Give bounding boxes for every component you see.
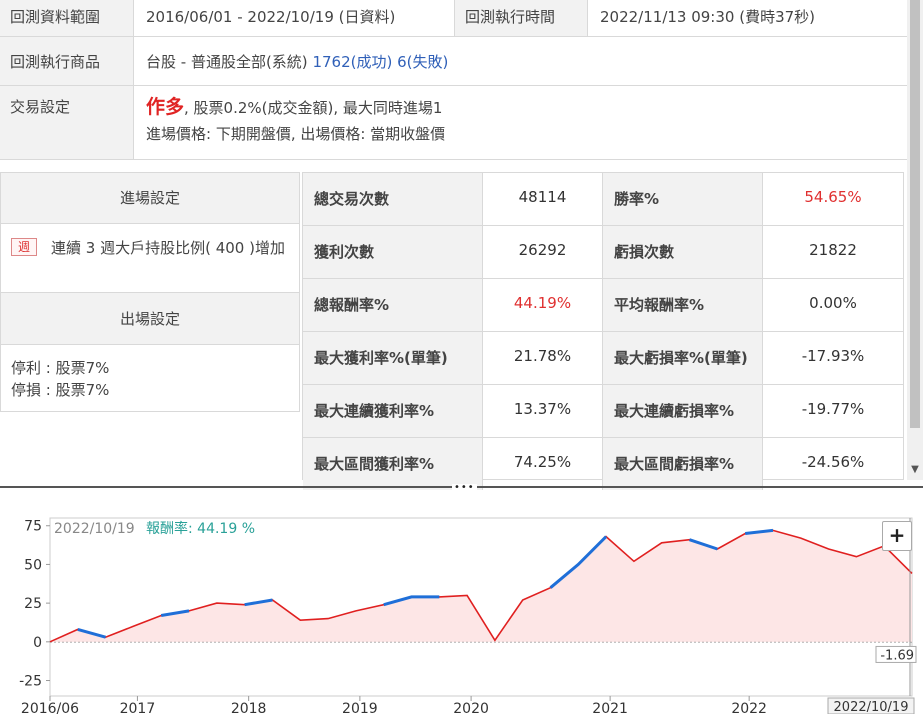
new-high-segment (549, 535, 608, 589)
x-tick-label: 2020 (453, 701, 489, 714)
trade-price: 進場價格: 下期開盤價, 出場價格: 當期收盤價 (146, 125, 446, 143)
range-label: 回測資料範圍 (0, 0, 134, 36)
hover-return-label: 報酬率: 44.19 % (146, 520, 255, 537)
new-high-segment (689, 538, 718, 551)
vertical-scrollbar[interactable]: ▼ (907, 0, 923, 480)
stat-row: 總交易次數 48114 勝率% 54.65% (303, 173, 903, 226)
new-high-segment (745, 528, 774, 535)
stat-label: 總報酬率% (303, 279, 483, 331)
y-tick-label: 50 (24, 557, 42, 573)
cursor-date-label: 2022/10/19 (834, 700, 909, 714)
stat-value: 74.25% (483, 438, 603, 490)
exec-time-label: 回測執行時間 (454, 0, 588, 36)
stat-label: 勝率% (603, 173, 763, 225)
stat-label: 虧損次數 (603, 226, 763, 278)
stat-value: 48114 (483, 173, 603, 225)
stat-value: 0.00% (809, 294, 857, 312)
stat-value: 44.19% (483, 279, 603, 331)
exec-time-value: 2022/11/13 09:30 (費時37秒) (600, 8, 816, 26)
stat-row: 最大連續獲利率% 13.37% 最大連續虧損率% -19.77% (303, 385, 903, 438)
strategy-settings-panel: 進場設定 週連續 3 週大戶持股比例( 400 )增加 出場設定 停利 : 股票… (0, 172, 300, 412)
drag-handle-icon[interactable]: ••• (452, 482, 477, 493)
product-market: 台股 - 普通股全部(系統) (146, 53, 308, 71)
performance-stats-table: 總交易次數 48114 勝率% 54.65% 獲利次數 26292 虧損次數 2… (302, 172, 904, 490)
stat-value: 26292 (483, 226, 603, 278)
stat-row: 總報酬率% 44.19% 平均報酬率% 0.00% (303, 279, 903, 332)
stat-row: 最大獲利率%(單筆) 21.78% 最大虧損率%(單筆) -17.93% (303, 332, 903, 385)
hover-date: 2022/10/19 (54, 521, 135, 537)
new-high-segment (77, 627, 107, 639)
entry-settings-header: 進場設定 (1, 173, 299, 224)
new-high-segment (383, 595, 440, 607)
stat-value: 21.78% (483, 332, 603, 384)
trade-direction: 作多 (146, 96, 185, 118)
take-profit-setting: 停利 : 股票7% (11, 359, 110, 377)
stat-value: 21822 (809, 241, 857, 259)
new-high-segment (244, 598, 273, 607)
scroll-down-arrow-icon[interactable]: ▼ (911, 464, 919, 475)
product-label: 回測執行商品 (0, 37, 134, 85)
stop-loss-setting: 停損 : 股票7% (11, 381, 110, 399)
stat-label: 平均報酬率% (603, 279, 763, 331)
y-tick-label: 75 (24, 519, 42, 535)
trade-detail: , 股票0.2%(成交金額), 最大同時進場1 (184, 99, 443, 117)
zoom-in-button[interactable]: + (882, 521, 912, 551)
x-tick-label: 2019 (342, 701, 378, 714)
stat-label: 最大區間獲利率% (303, 438, 483, 490)
info-row-product: 回測執行商品 台股 - 普通股全部(系統) 1762(成功) 6(失敗) (0, 37, 907, 86)
weekly-tag: 週 (11, 238, 38, 256)
stat-row: 獲利次數 26292 虧損次數 21822 (303, 226, 903, 279)
y-tick-label: 25 (24, 596, 42, 612)
stat-label: 最大虧損率%(單筆) (603, 332, 763, 384)
product-value: 台股 - 普通股全部(系統) 1762(成功) 6(失敗) (134, 37, 834, 85)
info-row-range: 回測資料範圍 2016/06/01 - 2022/10/19 (日資料) 回測執… (0, 0, 907, 37)
stat-value: -19.77% (801, 400, 865, 418)
x-tick-label: 2022 (731, 701, 767, 714)
y-tick-label: -25 (19, 674, 42, 690)
cursor-date-box (827, 697, 915, 714)
equity-curve-chart: 75 50 25 0 -25 2016/06 2017 2018 2019 2020 2021 202… (19, 517, 917, 714)
stat-row: 最大區間獲利率% 74.25% 最大區間虧損率% -24.56% (303, 438, 903, 491)
exit-settings-header: 出場設定 (1, 292, 299, 345)
trade-label: 交易設定 (0, 86, 134, 159)
trade-value: 作多, 股票0.2%(成交金額), 最大同時進場1 進場價格: 下期開盤價, 出… (134, 86, 894, 159)
new-high-segment (160, 609, 190, 617)
stat-label: 最大區間虧損率% (603, 438, 763, 490)
entry-condition: 週連續 3 週大戶持股比例( 400 )增加 (11, 236, 296, 260)
y-tick-label: 0 (33, 635, 42, 651)
stat-label: 最大獲利率%(單筆) (303, 332, 483, 384)
stat-value: -17.93% (801, 347, 865, 365)
range-value: 2016/06/01 - 2022/10/19 (日資料) (146, 8, 396, 26)
stat-label: 最大連續獲利率% (303, 385, 483, 437)
scrollbar-thumb[interactable] (910, 0, 920, 428)
x-tick-label: 2021 (592, 701, 628, 714)
entry-condition-text: 連續 3 週大戶持股比例( 400 )增加 (51, 239, 285, 257)
exit-conditions: 停利 : 股票7% 停損 : 股票7% (11, 357, 109, 401)
product-success-link[interactable]: 1762(成功) (312, 53, 393, 71)
equity-area-fill (50, 530, 912, 642)
trade-line-1: 作多, 股票0.2%(成交金額), 最大同時進場1 (146, 94, 894, 121)
stat-value: -24.56% (801, 453, 865, 471)
stat-label: 獲利次數 (303, 226, 483, 278)
last-value-box (875, 645, 917, 663)
x-tick-label: 2018 (231, 701, 267, 714)
x-tick-label: 2016/06 (21, 701, 79, 714)
product-fail-link[interactable]: 6(失敗) (397, 53, 449, 71)
stat-label: 總交易次數 (303, 173, 483, 225)
x-tick-label: 2017 (120, 701, 156, 714)
info-row-trade: 交易設定 作多, 股票0.2%(成交金額), 最大同時進場1 進場價格: 下期開… (0, 86, 907, 160)
stat-label: 最大連續虧損率% (603, 385, 763, 437)
last-value-label: -1.69 (880, 648, 914, 663)
stat-value: 13.37% (483, 385, 603, 437)
stat-value: 54.65% (804, 188, 862, 206)
backtest-info-panel: 回測資料範圍 2016/06/01 - 2022/10/19 (日資料) 回測執… (0, 0, 907, 160)
